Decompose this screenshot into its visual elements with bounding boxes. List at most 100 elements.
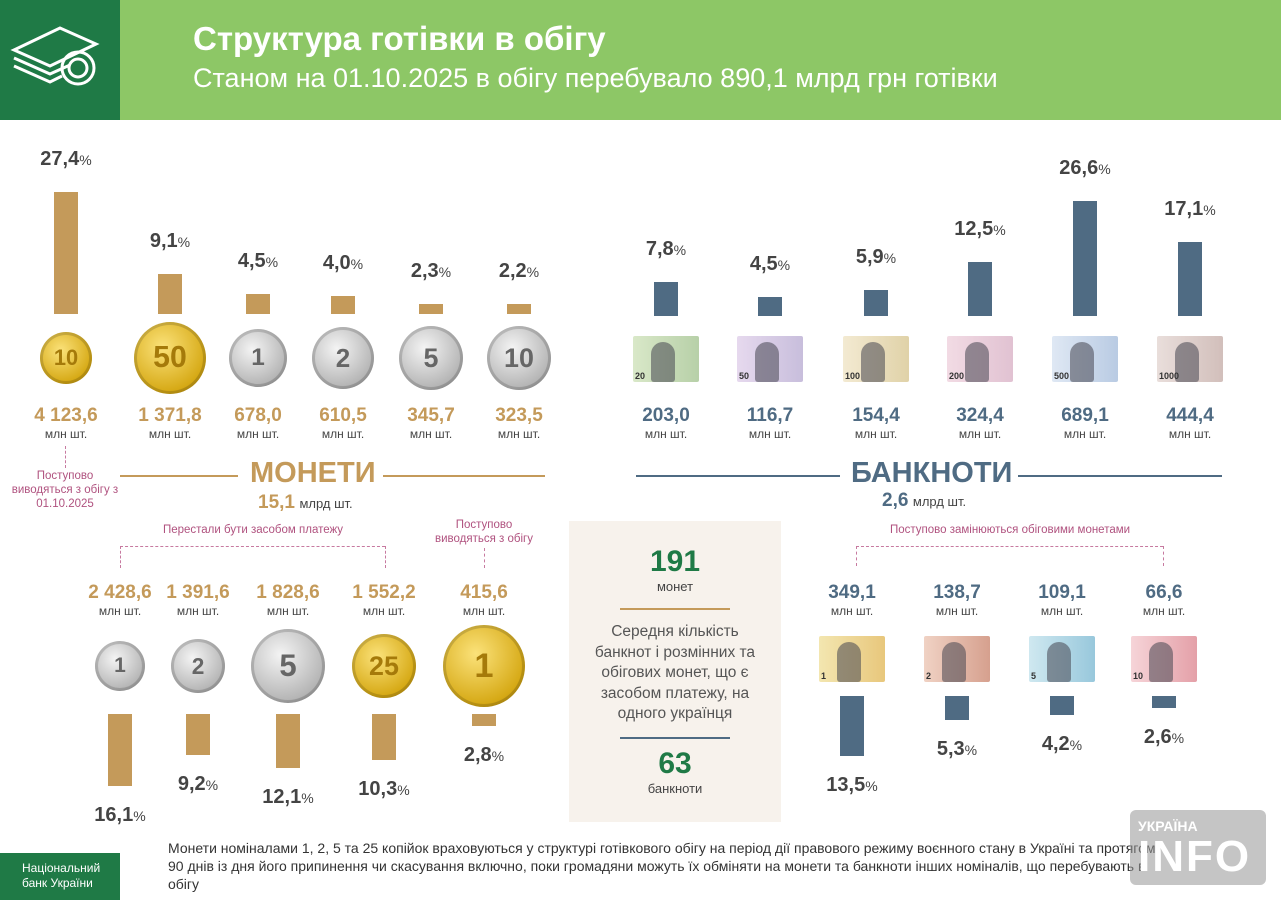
footnote: Монети номіналами 1, 2, 5 та 25 копійок … (168, 840, 1156, 892)
quantity-value: 345,7 (407, 405, 455, 426)
annotation-bracket (856, 546, 1163, 547)
banknote-icon: 1 (819, 636, 885, 682)
bar-coin (186, 714, 210, 755)
annotation-small-notes: Поступово замінюються обіговими монетами (889, 524, 1131, 536)
annotation-stopped: Перестали бути засобом платежу (162, 524, 344, 536)
quantity-value: 4 123,6 (34, 405, 98, 426)
quantity-value: 323,5 (495, 405, 543, 426)
quantity-value: 678,0 (234, 405, 282, 426)
coin-icon: 50 (134, 322, 206, 394)
coin-icon: 1 (443, 625, 525, 707)
percent-label: 4,5% (749, 252, 791, 275)
quantity-value: 1 371,8 (138, 405, 202, 426)
coin-icon: 1 (229, 329, 287, 387)
banknote-icon: 2 (924, 636, 990, 682)
quantity-unit: млн шт. (497, 427, 541, 441)
percent-label: 10,3% (358, 777, 410, 800)
coin-icon: 2 (312, 327, 374, 389)
banknotes-section-title: БАНКНОТИ (851, 457, 1013, 489)
bar-coin (507, 304, 531, 314)
quantity-unit: млн шт. (176, 604, 220, 618)
coin-icon: 5 (251, 629, 325, 703)
annotation-hryvnia1: Поступово виводяться з обігу (435, 519, 533, 545)
quantity-unit: млн шт. (462, 604, 506, 618)
quantity-unit: млн шт. (44, 427, 88, 441)
annotation-bracket (1163, 546, 1164, 566)
bar-coin (158, 273, 182, 314)
bar-coin (372, 714, 396, 760)
bar-coin (276, 714, 300, 768)
quantity-unit: млн шт. (830, 604, 874, 618)
nbu-logo: Національний банк України (0, 853, 120, 900)
header-band (0, 0, 1281, 120)
percent-label: 9,1% (149, 229, 191, 252)
percent-label: 5,9% (855, 246, 897, 269)
banknote-icon: 100 (843, 336, 909, 382)
quantity-unit: млн шт. (148, 427, 192, 441)
quantity-unit: млн шт. (266, 604, 310, 618)
annotation-coin10k: Поступово виводяться з обігу з 01.10.202… (11, 470, 119, 510)
bar-banknote (758, 296, 782, 316)
quantity-value: 324,4 (956, 405, 1004, 426)
percent-label: 13,5% (826, 773, 878, 796)
quantity-unit: млн шт. (935, 604, 979, 618)
quantity-value: 610,5 (319, 405, 367, 426)
coin-icon: 1 (95, 641, 145, 691)
percent-label: 12,5% (954, 217, 1006, 240)
quantity-value: 109,1 (1038, 582, 1086, 603)
divider (620, 608, 730, 610)
divider (636, 475, 840, 477)
quantity-value: 138,7 (933, 582, 981, 603)
annotation-bracket (120, 546, 385, 547)
percent-label: 9,2% (177, 772, 219, 795)
percent-label: 17,1% (1164, 197, 1216, 220)
banknote-icon: 50 (737, 336, 803, 382)
watermark-logo: УКРАЇНА INFO (1130, 810, 1266, 885)
quantity-value: 1 828,6 (256, 582, 320, 603)
coins-per-capita: 191 (649, 545, 701, 578)
bar-banknote (840, 696, 864, 756)
quantity-value: 349,1 (828, 582, 876, 603)
quantity-unit: млн шт. (748, 427, 792, 441)
banknotes-total-unit: млрд шт. (912, 494, 967, 509)
banknote-icon: 10 (1131, 636, 1197, 682)
coins-total-value: 15,1 (258, 492, 295, 513)
quantity-value: 2 428,6 (88, 582, 152, 603)
quantity-value: 1 552,2 (352, 582, 416, 603)
quantity-unit: млн шт. (1063, 427, 1107, 441)
banknote-icon: 20 (633, 336, 699, 382)
bar-banknote (1073, 200, 1097, 316)
quantity-value: 415,6 (460, 582, 508, 603)
annotation-bracket (385, 546, 386, 568)
annotation-bracket (856, 546, 857, 566)
quantity-unit: млн шт. (958, 427, 1002, 441)
quantity-value: 66,6 (1145, 582, 1183, 603)
banknote-icon: 1000 (1157, 336, 1223, 382)
coin-icon: 2 (171, 639, 225, 693)
percent-label: 12,1% (262, 785, 314, 808)
bar-banknote (654, 282, 678, 316)
quantity-unit: млн шт. (409, 427, 453, 441)
coins-total-unit: млрд шт. (299, 496, 353, 511)
divider (383, 475, 545, 477)
percent-label: 2,8% (463, 744, 505, 767)
banknotes-per-capita-label: банкноти (647, 780, 703, 796)
bar-banknote (1152, 696, 1176, 708)
annotation-connector (484, 548, 485, 568)
quantity-value: 154,4 (852, 405, 900, 426)
banknote-icon: 200 (947, 336, 1013, 382)
bar-coin (419, 303, 443, 314)
quantity-value: 444,4 (1166, 405, 1214, 426)
coin-icon: 5 (399, 326, 463, 390)
quantity-value: 203,0 (642, 405, 690, 426)
banknote-icon: 5 (1029, 636, 1095, 682)
percent-label: 7,8% (645, 238, 687, 261)
quantity-unit: млн шт. (362, 604, 406, 618)
quantity-unit: млн шт. (236, 427, 280, 441)
quantity-value: 116,7 (746, 405, 794, 426)
percent-label: 16,1% (94, 803, 146, 826)
summary-text: Середня кількість банкнот і розмінних та… (594, 623, 756, 722)
summary-box: 191 монет Середня кількість банкнот і ро… (569, 521, 781, 822)
divider (620, 736, 730, 739)
page-title: Структура готівки в обігу (193, 20, 606, 57)
